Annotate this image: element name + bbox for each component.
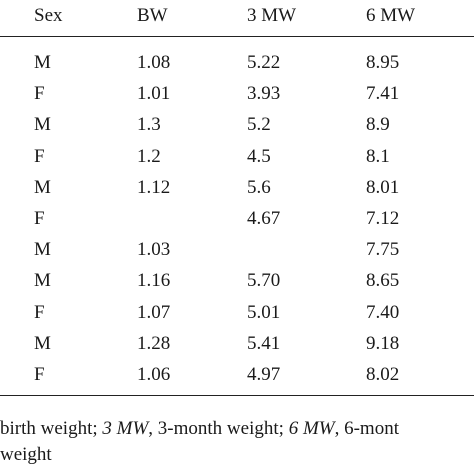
cell-bw: 1.2 bbox=[137, 146, 161, 167]
cell-mw3: 4.67 bbox=[247, 208, 281, 229]
cell-mw3: 5.22 bbox=[247, 52, 281, 73]
cell-mw6: 8.95 bbox=[366, 52, 400, 73]
cell-bw: 1.08 bbox=[137, 52, 171, 73]
cell-bw: 1.03 bbox=[137, 239, 171, 260]
cell-mw3: 3.93 bbox=[247, 83, 281, 104]
cell-mw6: 8.1 bbox=[366, 146, 390, 167]
cell-mw6: 7.40 bbox=[366, 302, 400, 323]
cell-mw3: 4.97 bbox=[247, 364, 281, 385]
cell-mw6: 7.41 bbox=[366, 83, 400, 104]
footnote-line-2: weight bbox=[0, 444, 52, 466]
cell-mw3: 5.41 bbox=[247, 333, 281, 354]
cell-bw: 1.12 bbox=[137, 177, 171, 198]
header-6mw: 6 MW bbox=[366, 5, 416, 26]
cell-bw: 1.16 bbox=[137, 270, 171, 291]
footnote-run: 6 MW bbox=[288, 418, 335, 439]
cell-sex: M bbox=[34, 177, 51, 198]
cell-sex: M bbox=[34, 239, 51, 260]
header-sex: Sex bbox=[34, 5, 63, 26]
cell-mw6: 8.65 bbox=[366, 270, 400, 291]
footnote-run: , 3-month weight; bbox=[148, 418, 289, 439]
header-rule bbox=[0, 36, 474, 37]
footnote-run: 3 MW bbox=[102, 418, 149, 439]
cell-mw3: 5.01 bbox=[247, 302, 281, 323]
cell-bw: 1.28 bbox=[137, 333, 171, 354]
cell-bw: 1.06 bbox=[137, 364, 171, 385]
footnote-run: birth weight; bbox=[0, 418, 103, 439]
cell-sex: F bbox=[34, 208, 45, 229]
footnote-run: , 6-mont bbox=[334, 418, 399, 439]
cell-bw: 1.07 bbox=[137, 302, 171, 323]
cell-mw6: 9.18 bbox=[366, 333, 400, 354]
cell-sex: M bbox=[34, 114, 51, 135]
cell-mw3: 5.2 bbox=[247, 114, 271, 135]
cell-sex: M bbox=[34, 270, 51, 291]
cell-mw3: 4.5 bbox=[247, 146, 271, 167]
cell-mw6: 8.01 bbox=[366, 177, 400, 198]
cell-sex: F bbox=[34, 146, 45, 167]
cell-bw: 1.3 bbox=[137, 114, 161, 135]
cell-mw6: 7.12 bbox=[366, 208, 400, 229]
bottom-rule bbox=[0, 395, 474, 396]
cell-sex: F bbox=[34, 302, 45, 323]
footnote-run: weight bbox=[0, 444, 52, 465]
cell-sex: M bbox=[34, 333, 51, 354]
cell-mw6: 7.75 bbox=[366, 239, 400, 260]
footnote-line-1: birth weight; 3 MW, 3-month weight; 6 MW… bbox=[0, 418, 399, 440]
cell-mw6: 8.02 bbox=[366, 364, 400, 385]
header-bw: BW bbox=[137, 5, 168, 26]
cell-mw3: 5.70 bbox=[247, 270, 281, 291]
header-3mw: 3 MW bbox=[247, 5, 297, 26]
cell-sex: F bbox=[34, 83, 45, 104]
cell-bw: 1.01 bbox=[137, 83, 171, 104]
cell-mw6: 8.9 bbox=[366, 114, 390, 135]
cell-sex: F bbox=[34, 364, 45, 385]
cell-mw3: 5.6 bbox=[247, 177, 271, 198]
cell-sex: M bbox=[34, 52, 51, 73]
